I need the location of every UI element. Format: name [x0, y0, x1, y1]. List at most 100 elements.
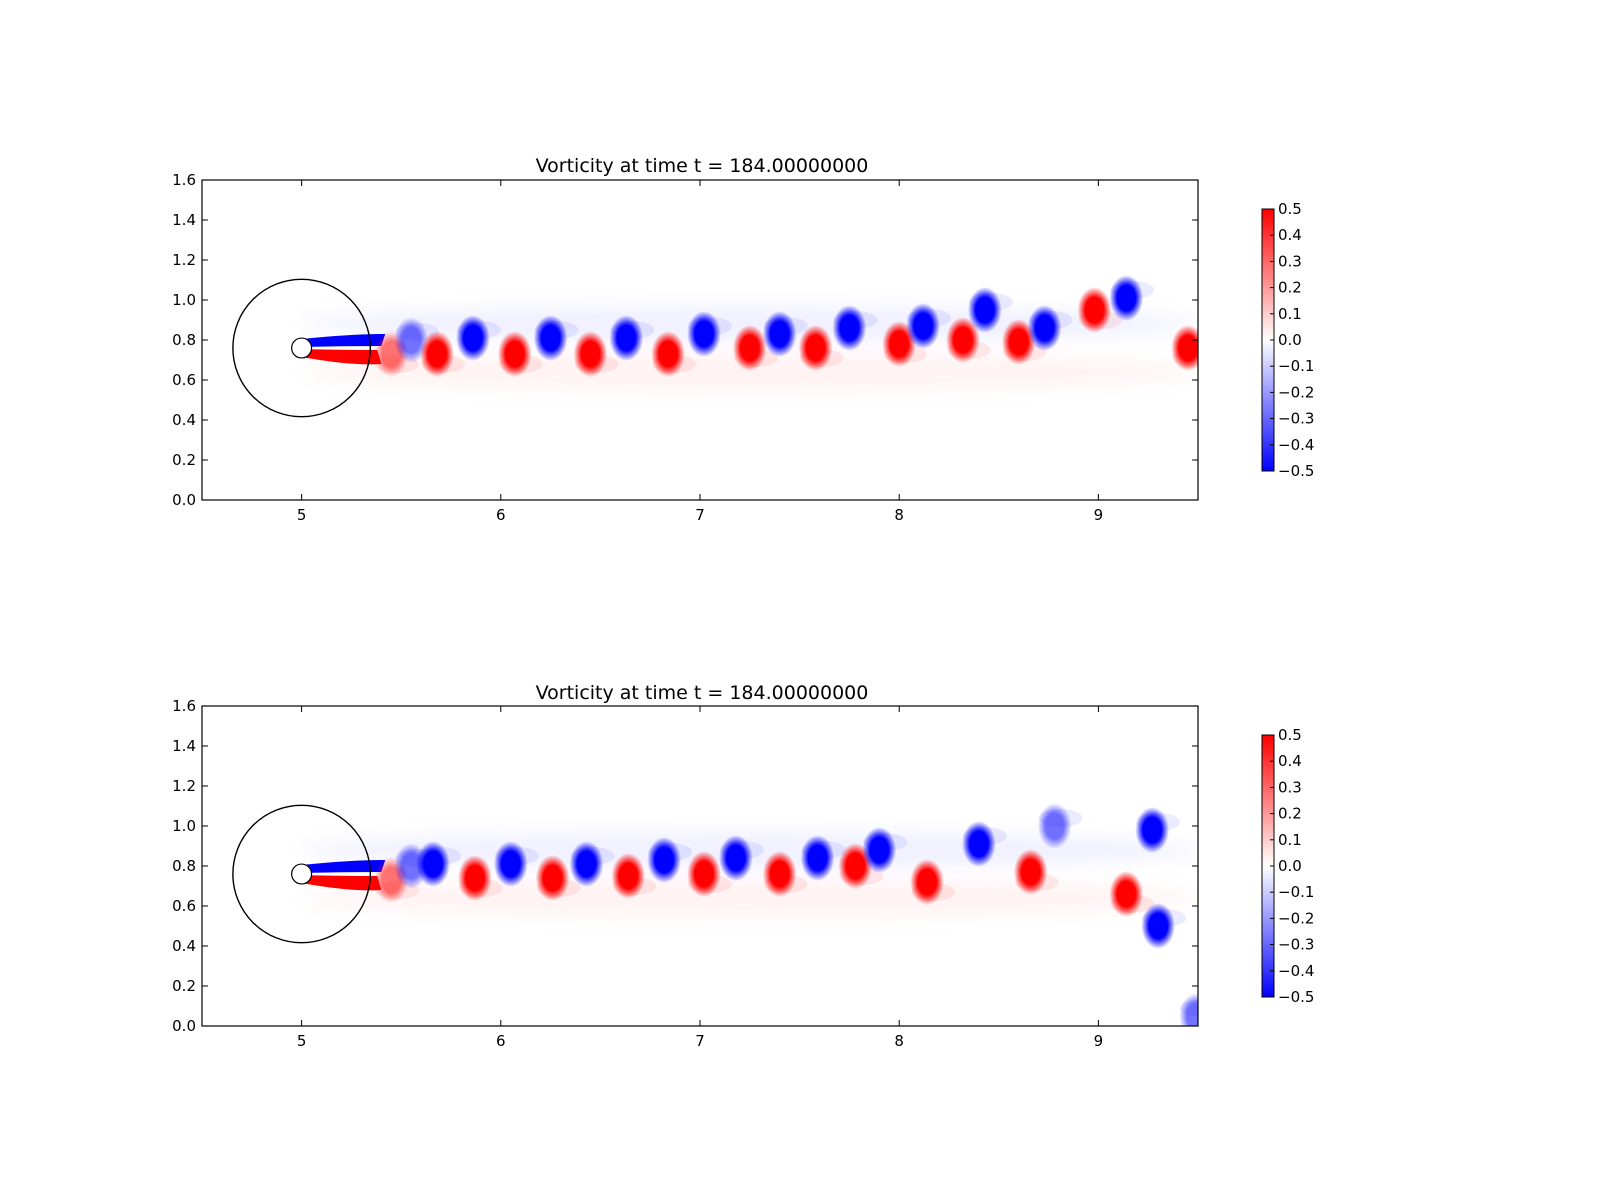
y-tick-label: 0.8: [172, 331, 196, 349]
y-tick-label: 1.0: [172, 291, 196, 309]
vortex-negative: [862, 827, 897, 873]
y-tick-label: 1.4: [172, 737, 196, 755]
x-tick-label: 7: [695, 506, 705, 524]
colorbar-tick-label: −0.3: [1278, 410, 1314, 428]
colorbar: 0.5 0.4 0.3 0.2 0.1 0.0 −0.1 −0.2 −0.3 −0.4 −0.5: [1261, 726, 1314, 1006]
vortex-positive: [687, 851, 721, 897]
vortex-positive: [1001, 319, 1036, 365]
colorbar-tick-label: −0.1: [1278, 883, 1314, 901]
y-tick-label: 0.0: [172, 1017, 196, 1035]
vorticity-field: [202, 180, 1198, 500]
colorbar-tick-label: 0.2: [1278, 279, 1302, 297]
colorbar-tick-label: 0.3: [1278, 778, 1302, 796]
vortex-positive: [762, 851, 797, 897]
y-axis: 0.0 0.2 0.4 0.6 0.8 1.0 1.2 1.4 1.6: [172, 171, 1198, 509]
cylinder-overlay: [232, 278, 372, 418]
x-tick-label: 5: [297, 506, 307, 524]
x-tick-label: 6: [496, 506, 506, 524]
domain-circle: [232, 804, 372, 944]
colorbar-tick-label: 0.0: [1278, 331, 1302, 349]
vortex-negative: [569, 841, 604, 887]
colorbar-tick-label: 0.1: [1278, 831, 1302, 849]
x-tick-label: 5: [297, 1032, 307, 1050]
y-tick-label: 0.8: [172, 857, 196, 875]
colorbar-tick-label: −0.2: [1278, 383, 1314, 401]
x-tick-label: 9: [1094, 506, 1104, 524]
colorbar-tick-label: −0.4: [1278, 436, 1314, 454]
vortex-negative: [533, 315, 568, 361]
vortex-negative: [687, 311, 721, 357]
colorbar-tick-label: −0.3: [1278, 936, 1314, 954]
vortex-negative: [609, 315, 644, 361]
y-tick-label: 0.0: [172, 491, 196, 509]
colorbar: 0.5 0.4 0.3 0.2 0.1 0.0 −0.1 −0.2 −0.3 −0.4 −0.5: [1261, 200, 1314, 480]
y-tick-label: 1.4: [172, 211, 196, 229]
vorticity-field: [202, 706, 1198, 1026]
vortex-positive: [1171, 325, 1198, 371]
cylinder: [291, 337, 313, 359]
vortex-positive: [1109, 871, 1144, 917]
vortex-negative: [647, 837, 682, 883]
y-tick-label: 1.6: [172, 171, 196, 189]
vortex-negative: [762, 311, 797, 357]
chart-title: Vorticity at time t = 184.00000000: [536, 682, 869, 704]
chart-title: Vorticity at time t = 184.00000000: [536, 155, 869, 177]
vortex-positive: [611, 853, 646, 899]
y-tick-label: 0.6: [172, 897, 196, 915]
shear-layer-upper: [301, 334, 386, 347]
vortex-negative: [832, 305, 867, 351]
colorbar-tick-label: −0.5: [1278, 462, 1314, 480]
vortex-negative: [1135, 807, 1170, 853]
colorbar-tick-label: 0.3: [1278, 252, 1302, 270]
y-axis: 0.0 0.2 0.4 0.6 0.8 1.0 1.2 1.4 1.6: [172, 697, 1198, 1035]
x-tick-label: 7: [695, 1032, 705, 1050]
vortex-negative: [906, 303, 941, 349]
vorticity-panel-top: Vorticity at time t = 184.00000000 5 6 7 8 9…: [172, 155, 1314, 524]
colorbar-tick-label: −0.1: [1278, 357, 1314, 375]
vortex-negative: [800, 835, 835, 881]
y-tick-label: 1.6: [172, 697, 196, 715]
colorbar-tick-label: 0.5: [1278, 200, 1302, 218]
x-tick-label: 8: [894, 1032, 904, 1050]
vortex-negative: [718, 835, 753, 881]
vortex-negative: [961, 821, 996, 867]
vortex-negative: [1109, 275, 1144, 321]
vortex-positive: [946, 317, 980, 363]
y-tick-label: 0.6: [172, 371, 196, 389]
vortex-positive: [732, 325, 767, 371]
y-tick-label: 0.2: [172, 977, 196, 995]
vortex-positive: [535, 855, 570, 901]
vortex-negative: [493, 841, 528, 887]
vortex-positive: [420, 331, 454, 377]
vortex-positive: [1077, 287, 1112, 333]
colorbar-tick-label: −0.5: [1278, 988, 1314, 1006]
vorticity-panel-bottom: Vorticity at time t = 184.00000000 5 6 7 8 9…: [172, 682, 1314, 1050]
y-tick-label: 1.2: [172, 777, 196, 795]
vortex-negative: [1027, 305, 1062, 351]
vortex-negative: [416, 841, 451, 887]
vortex-negative: [1037, 803, 1072, 849]
vortex-negative: [455, 315, 490, 361]
shear-layer-lower: [301, 349, 382, 365]
vortex-positive: [457, 855, 492, 901]
shear-layer-lower: [301, 875, 382, 891]
x-tick-label: 9: [1094, 1032, 1104, 1050]
colorbar-tick-label: 0.4: [1278, 752, 1302, 770]
y-tick-label: 1.2: [172, 251, 196, 269]
vortex-positive: [651, 331, 686, 377]
vortex-positive: [910, 859, 945, 905]
x-axis: 5 6 7 8 9: [297, 706, 1103, 1050]
vortex-positive: [798, 325, 833, 371]
vortex-negative: [967, 287, 1002, 333]
x-axis: 5 6 7 8 9: [297, 180, 1103, 524]
vortex-positive: [1013, 849, 1048, 895]
cylinder-overlay: [232, 804, 372, 944]
y-tick-label: 0.2: [172, 451, 196, 469]
vortex-negative: [1179, 993, 1198, 1026]
colorbar-tick-label: 0.4: [1278, 226, 1302, 244]
cylinder: [291, 863, 313, 885]
y-tick-label: 0.4: [172, 411, 196, 429]
colorbar-tick-label: −0.2: [1278, 909, 1314, 927]
y-tick-label: 1.0: [172, 817, 196, 835]
